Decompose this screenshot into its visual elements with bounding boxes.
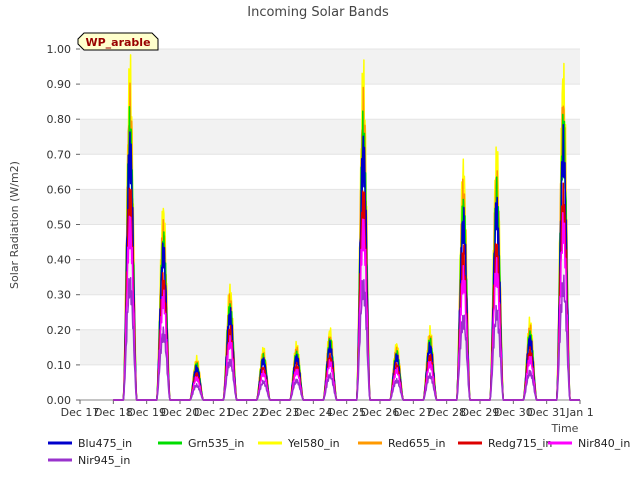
legend-label: Redg715_in [488, 437, 552, 450]
x-tick-label: Dec 26 [361, 406, 400, 419]
y-tick-label: 0.20 [47, 324, 72, 337]
x-tick-label: Dec 23 [261, 406, 300, 419]
site-badge-label: WP_arable [85, 36, 150, 49]
x-tick-label: Dec 22 [227, 406, 266, 419]
grid-band [80, 259, 580, 295]
x-tick-label: Dec 21 [194, 406, 233, 419]
grid-band [80, 49, 580, 85]
x-tick-label: Dec 20 [161, 406, 200, 419]
series-lines [113, 54, 580, 401]
legend-label: Grn535_in [188, 437, 244, 450]
x-axis-label: Time [551, 422, 579, 435]
y-tick-label: 0.10 [47, 359, 72, 372]
legend-label: Nir840_in [578, 437, 630, 450]
chart-title: Incoming Solar Bands [247, 5, 389, 20]
grid-band [80, 154, 580, 190]
x-tick-label: Dec 25 [327, 406, 366, 419]
grid-band [80, 119, 580, 155]
grid-band [80, 294, 580, 330]
x-tick-label: Dec 31 [527, 406, 566, 419]
y-axis-label: Solar Radiation (W/m2) [8, 161, 21, 289]
legend-label: Yel580_in [287, 437, 340, 450]
series-line-nir945_in [113, 274, 580, 401]
grid-band [80, 364, 580, 400]
y-tick-label: 0.50 [47, 219, 72, 232]
grid-band [80, 189, 580, 225]
x-tick-label: Dec 28 [427, 406, 466, 419]
x-tick-label: Dec 24 [294, 406, 333, 419]
site-badge: WP_arable [77, 32, 159, 51]
x-tick-label: Dec 18 [94, 406, 133, 419]
legend-label: Red655_in [388, 437, 445, 450]
y-tick-label: 0.00 [47, 394, 72, 407]
y-tick-label: 0.30 [47, 289, 72, 302]
x-tick-label: Dec 19 [127, 406, 166, 419]
legend: Blu475_in Grn535_in Yel580_in Red655_in Redg… [48, 437, 630, 467]
y-tick-label: 0.90 [47, 78, 72, 91]
y-tick-label: 0.40 [47, 254, 72, 267]
x-tick-label: Dec 17 [61, 406, 100, 419]
x-tick-label: Dec 29 [461, 406, 500, 419]
y-axis: 0.00 0.10 0.20 0.30 0.40 0.50 0.60 0.70 0.80 0.90… [47, 43, 80, 407]
grid-band [80, 224, 580, 260]
x-tick-label: Jan 1 [565, 406, 593, 419]
y-tick-label: 0.60 [47, 183, 72, 196]
y-tick-label: 1.00 [47, 43, 72, 56]
legend-label: Nir945_in [78, 454, 130, 467]
legend-label: Blu475_in [78, 437, 132, 450]
x-tick-label: Dec 27 [394, 406, 433, 419]
y-tick-label: 0.70 [47, 148, 72, 161]
grid-band [80, 84, 580, 120]
y-tick-label: 0.80 [47, 113, 72, 126]
x-tick-label: Dec 30 [494, 406, 533, 419]
site-badge-box [77, 32, 159, 51]
